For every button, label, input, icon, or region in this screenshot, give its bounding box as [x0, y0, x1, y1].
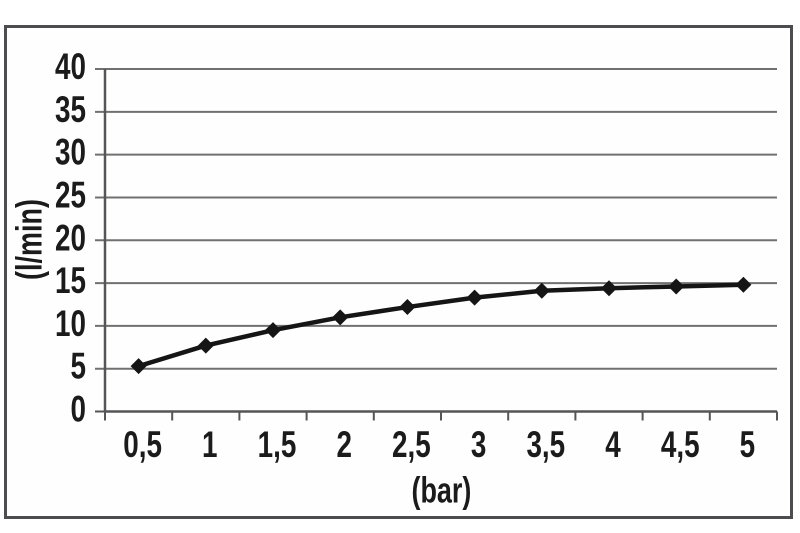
- x-tick-label: 3: [471, 423, 486, 465]
- data-point-marker: [668, 278, 685, 295]
- y-tick-label-group: 40: [55, 45, 86, 87]
- x-tick-label-group: 3: [471, 423, 486, 465]
- y-tick-label: 10: [55, 302, 86, 344]
- y-tick-label-group: 15: [55, 259, 86, 301]
- y-tick-label: 0: [71, 388, 86, 430]
- y-tick-label-group: 0: [71, 388, 86, 430]
- x-tick-label: 4,5: [661, 423, 700, 465]
- y-tick-label: 15: [55, 259, 86, 301]
- x-tick-label: 2: [336, 423, 351, 465]
- x-axis-title-text: (bar): [411, 470, 471, 511]
- y-tick-label-group: 10: [55, 302, 86, 344]
- x-tick-label-group: 2: [336, 423, 351, 465]
- data-point-marker: [130, 358, 147, 375]
- x-tick-label-group: 1: [202, 423, 217, 465]
- x-tick-label-group: 4,5: [661, 423, 700, 465]
- x-tick-label-group: 0,5: [123, 423, 162, 465]
- data-point-marker: [332, 309, 349, 326]
- x-tick-label-group: 2,5: [392, 423, 431, 465]
- y-tick-label: 5: [71, 345, 86, 387]
- x-tick-label: 1,5: [258, 423, 297, 465]
- x-tick-label: 3,5: [526, 423, 565, 465]
- x-tick-label: 2,5: [392, 423, 431, 465]
- data-point-marker: [601, 280, 617, 297]
- x-axis-title: (bar): [105, 470, 777, 511]
- x-tick-label-group: 1,5: [258, 423, 297, 465]
- series-line: [136, 282, 746, 369]
- data-point-marker: [735, 276, 752, 293]
- y-tick-label: 20: [55, 216, 86, 258]
- x-tick-label: 4: [605, 423, 621, 465]
- x-tick-label: 0,5: [123, 423, 162, 465]
- y-tick-label-group: 20: [55, 216, 86, 258]
- data-point-marker: [399, 299, 416, 316]
- data-point-marker: [466, 289, 483, 306]
- x-tick-label-group: 5: [740, 423, 755, 465]
- y-tick-label: 35: [55, 88, 86, 130]
- y-tick-label-group: 5: [71, 345, 86, 387]
- y-axis-title-text: (l/min): [9, 199, 50, 281]
- x-tick-label-group: 4: [605, 423, 621, 465]
- x-tick-label-group: 3,5: [526, 423, 565, 465]
- y-tick-label: 30: [55, 131, 86, 173]
- y-tick-label: 25: [55, 173, 86, 215]
- y-tick-label: 40: [55, 45, 86, 87]
- image-border-frame: [4, 25, 793, 519]
- data-point-marker: [265, 322, 281, 339]
- y-tick-label-group: 25: [55, 173, 86, 215]
- x-tick-label: 5: [740, 423, 755, 465]
- x-tick-label: 1: [202, 423, 217, 465]
- y-axis-title: (l/min): [9, 130, 51, 350]
- data-point-marker: [197, 337, 214, 354]
- data-point-marker: [533, 282, 550, 299]
- y-tick-label-group: 30: [55, 131, 86, 173]
- y-tick-label-group: 35: [55, 88, 86, 130]
